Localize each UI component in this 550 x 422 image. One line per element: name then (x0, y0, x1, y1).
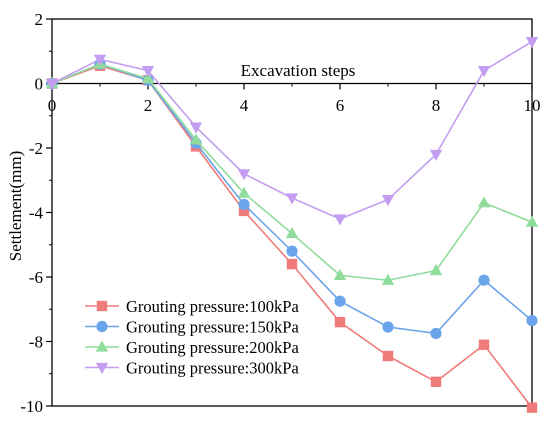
legend: Grouting pressure:100kPa Grouting pressur… (85, 297, 299, 378)
data-point (478, 274, 490, 286)
data-point (381, 195, 395, 207)
legend-label: Grouting pressure:300kPa (126, 359, 299, 378)
data-point (382, 321, 394, 333)
data-point (382, 350, 394, 362)
y-axis-label: Settlement(mm) (6, 151, 25, 261)
data-point (286, 258, 298, 270)
series-layer (45, 36, 539, 413)
data-point (525, 36, 539, 49)
legend-marker (95, 362, 109, 374)
data-point (285, 193, 299, 205)
series-4 (45, 36, 539, 226)
data-point (477, 196, 491, 208)
data-point (477, 66, 491, 78)
x-tick-label: 8 (432, 96, 441, 115)
data-point (429, 264, 443, 276)
data-point (189, 133, 203, 145)
data-point (93, 54, 107, 66)
data-point (430, 376, 442, 388)
data-point (429, 149, 443, 161)
data-point (237, 186, 251, 198)
y-tick-label: 0 (35, 75, 44, 94)
legend-entry: Grouting pressure:100kPa (85, 297, 299, 316)
data-point (525, 215, 539, 227)
x-tick-label: 0 (48, 96, 57, 115)
data-point (334, 295, 346, 307)
legend-entry: Grouting pressure:300kPa (85, 359, 299, 378)
data-point (526, 314, 538, 327)
legend-label: Grouting pressure:100kPa (126, 297, 299, 316)
data-point (381, 273, 395, 285)
y-tick-label: -2 (29, 139, 43, 158)
data-point (430, 327, 442, 340)
y-tick-label: -8 (29, 333, 43, 352)
x-tick-label: 6 (336, 96, 345, 115)
data-point (141, 72, 155, 84)
legend-marker (96, 320, 108, 333)
legend-label: Grouting pressure:200kPa (126, 338, 299, 357)
y-tick-label: 2 (35, 10, 44, 29)
legend-label: Grouting pressure:150kPa (126, 318, 299, 337)
data-point (334, 316, 346, 328)
legend-marker (95, 340, 109, 352)
data-point (238, 205, 250, 217)
data-point (189, 122, 203, 134)
x-axis-label: Excavation steps (241, 61, 356, 80)
legend-entry: Grouting pressure:200kPa (85, 338, 299, 357)
data-point (45, 78, 59, 90)
data-point (526, 402, 538, 413)
data-point (478, 339, 490, 350)
y-tick-label: -4 (29, 204, 44, 223)
x-tick-label: 10 (524, 96, 541, 115)
legend-marker (96, 300, 108, 312)
data-point (141, 66, 155, 78)
data-point (237, 169, 251, 181)
x-tick-label: 2 (144, 96, 153, 115)
data-point (238, 198, 250, 211)
axes: 0 2 4 6 8 10 2 0 -2 -4 -6 -8 -10 (20, 10, 540, 416)
data-point (333, 268, 347, 280)
data-point (286, 245, 298, 257)
data-point (333, 214, 347, 226)
data-point (285, 226, 299, 239)
y-tick-label: -6 (29, 268, 43, 287)
legend-entry: Grouting pressure:150kPa (85, 318, 299, 337)
x-tick-label: 4 (240, 96, 249, 115)
y-tick-label: -10 (20, 397, 43, 416)
